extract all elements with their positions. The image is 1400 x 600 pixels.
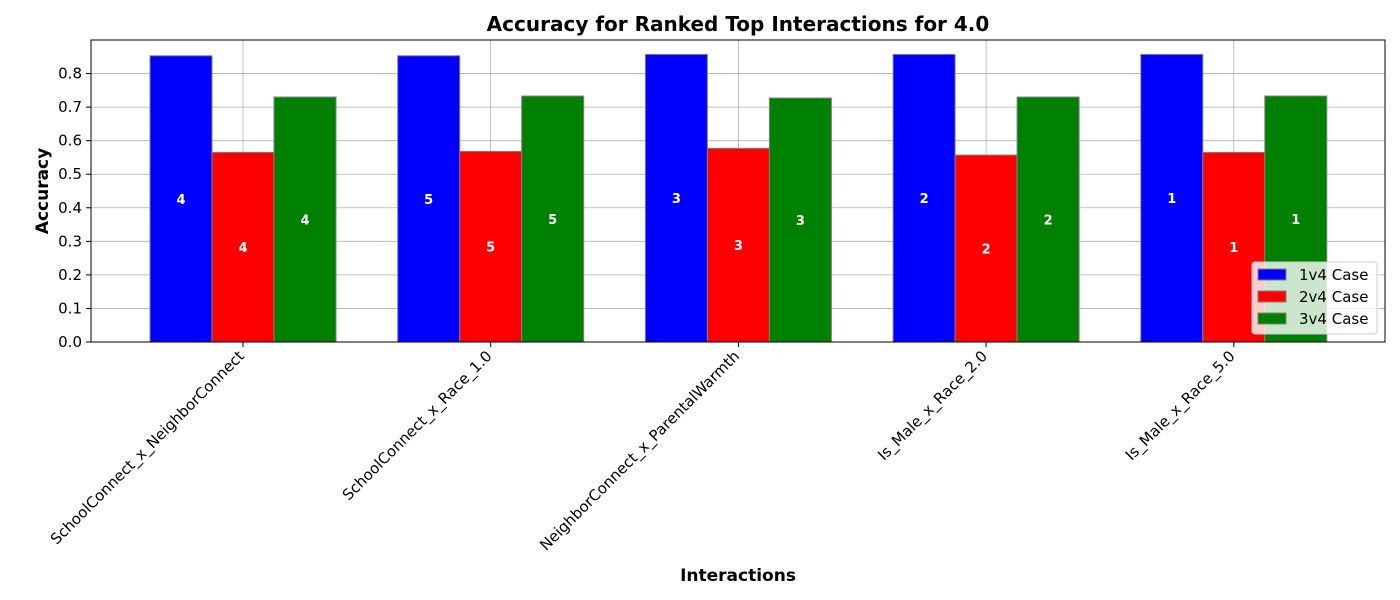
bar-rank-label: 2 <box>1044 214 1053 229</box>
y-tick-label: 0.7 <box>58 98 82 116</box>
bar-rank-label: 1 <box>1229 241 1238 256</box>
legend: 1v4 Case 2v4 Case 3v4 Case <box>1251 261 1378 335</box>
legend-swatch <box>1257 312 1287 325</box>
legend-swatch <box>1257 290 1287 303</box>
legend-entry: 2v4 Case <box>1299 288 1368 306</box>
x-axis-label: Interactions <box>680 566 796 586</box>
bars <box>149 53 1328 343</box>
bar-rank-label: 2 <box>982 243 991 258</box>
bar-3v4-case <box>273 96 337 343</box>
bar-rank-label: 4 <box>176 193 185 208</box>
y-tick-label: 0.3 <box>58 232 82 250</box>
plot-frame <box>90 39 1386 343</box>
y-tick-label: 0.4 <box>58 199 82 217</box>
y-tick-label: 0.1 <box>58 299 82 317</box>
y-axis-label: Accuracy <box>33 148 53 234</box>
bar-rank-label: 4 <box>300 214 309 229</box>
bar-rank-label: 5 <box>424 193 433 208</box>
bar-rank-label: 5 <box>486 241 495 256</box>
bar-rank-label: 3 <box>672 192 681 207</box>
bar-2v4-case <box>459 150 523 343</box>
bar-rank-label: 1 <box>1167 192 1176 207</box>
bar-rank-label: 1 <box>1291 213 1300 228</box>
bar-2v4-case <box>954 154 1018 343</box>
bar-rank-label: 5 <box>548 213 557 228</box>
x-tick-label: NeighborConnect_x_ParentalWarmth <box>536 347 744 555</box>
bar-rank-label: 2 <box>920 192 929 207</box>
legend-entry: 1v4 Case <box>1299 266 1368 284</box>
bar-3v4-case <box>521 95 585 343</box>
y-tick-label: 0.6 <box>58 132 82 150</box>
x-tick-label: Is_Male_x_Race_2.0 <box>874 347 992 465</box>
y-tick-label: 0.5 <box>58 165 82 183</box>
bar-3v4-case <box>768 97 832 343</box>
bar-3v4-case <box>1016 96 1080 343</box>
bar-rank-label: 3 <box>796 214 805 229</box>
chart-title: Accuracy for Ranked Top Interactions for… <box>487 12 990 36</box>
x-tick-label: SchoolConnect_x_NeighborConnect <box>47 347 249 549</box>
x-tick-label: Is_Male_x_Race_5.0 <box>1122 347 1240 465</box>
bar-2v4-case <box>706 147 770 343</box>
bar-rank-label: 3 <box>734 239 743 254</box>
bar-rank-label: 4 <box>238 241 247 256</box>
y-tick-label: 0.2 <box>58 266 82 284</box>
legend-entry: 3v4 Case <box>1299 310 1368 328</box>
bar-labels: 4 4 4 5 5 5 3 3 3 2 2 2 1 1 1 <box>176 192 1300 257</box>
y-tick-label: 0.0 <box>58 333 82 351</box>
bar-1v4-case <box>644 53 708 343</box>
legend-swatch <box>1257 268 1287 281</box>
x-tick-label: SchoolConnect_x_Race_1.0 <box>339 347 497 505</box>
bar-1v4-case <box>892 53 956 343</box>
y-tick-label: 0.8 <box>58 65 82 83</box>
